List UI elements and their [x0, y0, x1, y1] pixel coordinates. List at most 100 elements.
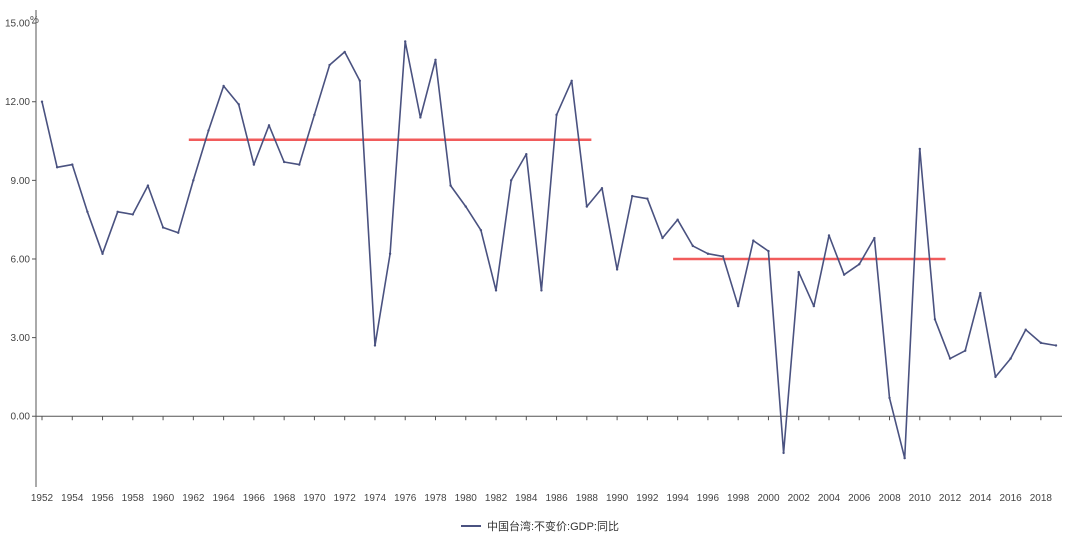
data-point[interactable] — [615, 268, 619, 271]
x-tick-label: 2018 — [1030, 493, 1053, 504]
legend-label: 中国台湾:不变价:GDP:同比 — [486, 521, 619, 533]
data-point[interactable] — [812, 304, 816, 308]
data-point[interactable] — [40, 100, 44, 103]
data-point[interactable] — [252, 163, 256, 166]
x-tick-label: 1996 — [697, 493, 720, 504]
data-point[interactable] — [676, 218, 679, 221]
data-point[interactable] — [71, 163, 74, 166]
data-point[interactable] — [328, 63, 331, 67]
x-tick-label: 2000 — [757, 493, 780, 504]
y-unit-label: % — [30, 15, 39, 26]
data-point[interactable] — [797, 270, 800, 274]
data-point[interactable] — [948, 357, 952, 360]
series-group — [40, 40, 1058, 460]
y-tick-label: 3.00 — [11, 333, 31, 344]
data-point[interactable] — [1024, 328, 1027, 331]
data-point[interactable] — [631, 194, 634, 198]
data-point[interactable] — [963, 349, 967, 352]
x-tick-label: 2008 — [878, 493, 901, 504]
data-point[interactable] — [358, 79, 362, 82]
data-point[interactable] — [661, 236, 664, 240]
data-point[interactable] — [343, 50, 346, 54]
data-point[interactable] — [479, 228, 483, 232]
data-point[interactable] — [782, 451, 785, 455]
data-point[interactable] — [858, 263, 861, 266]
data-point[interactable] — [434, 58, 437, 61]
data-point[interactable] — [131, 213, 135, 216]
data-point[interactable] — [1009, 357, 1012, 360]
data-point[interactable] — [222, 84, 225, 88]
series-line[interactable] — [41, 40, 1057, 460]
data-point[interactable] — [979, 291, 982, 295]
data-point[interactable] — [691, 244, 694, 248]
data-point[interactable] — [888, 396, 891, 400]
data-point[interactable] — [494, 289, 498, 292]
data-point[interactable] — [267, 124, 271, 127]
data-point[interactable] — [207, 129, 210, 132]
data-point[interactable] — [525, 152, 528, 156]
data-point[interactable] — [646, 197, 649, 200]
data-point[interactable] — [373, 344, 377, 347]
data-point[interactable] — [116, 210, 119, 214]
data-point[interactable] — [555, 113, 558, 117]
data-point[interactable] — [313, 113, 316, 117]
annotation-lines — [188, 138, 946, 261]
data-point[interactable] — [752, 239, 755, 242]
data-point[interactable] — [994, 375, 997, 379]
y-tick-label: 9.00 — [11, 176, 31, 187]
data-point[interactable] — [933, 318, 937, 321]
data-point[interactable] — [918, 147, 921, 151]
data-point[interactable] — [161, 226, 165, 229]
x-tick-label: 1976 — [394, 493, 417, 504]
data-point[interactable] — [1039, 341, 1043, 345]
y-tick-label: 0.00 — [11, 412, 31, 423]
data-point[interactable] — [86, 210, 89, 214]
data-point[interactable] — [55, 166, 59, 169]
data-point[interactable] — [404, 40, 407, 43]
data-point[interactable] — [282, 160, 286, 164]
x-tick-label: 1962 — [182, 493, 205, 504]
x-tick-label: 1982 — [485, 493, 508, 504]
x-tick-label: 2010 — [909, 493, 932, 504]
data-point[interactable] — [192, 179, 195, 182]
data-point[interactable] — [449, 184, 452, 187]
data-point[interactable] — [464, 205, 467, 208]
data-point[interactable] — [706, 252, 710, 255]
data-point[interactable] — [177, 231, 180, 234]
data-point[interactable] — [767, 249, 770, 253]
data-point[interactable] — [736, 304, 740, 308]
x-tick-label: 1992 — [636, 493, 659, 504]
data-point[interactable] — [101, 252, 104, 255]
x-tick-label: 1954 — [61, 493, 84, 504]
data-point[interactable] — [540, 289, 543, 292]
y-tick-label: 6.00 — [11, 254, 31, 265]
x-tick-label: 1978 — [424, 493, 447, 504]
data-point[interactable] — [585, 205, 589, 208]
data-point[interactable] — [842, 273, 846, 276]
data-point[interactable] — [419, 116, 422, 119]
data-point[interactable] — [600, 187, 604, 190]
x-tick-label: 1990 — [606, 493, 629, 504]
x-tick-label: 1998 — [727, 493, 750, 504]
x-tick-label: 2014 — [969, 493, 992, 504]
x-tick-label: 1974 — [364, 493, 387, 504]
x-axis: 1952 1954 1956 1958 1960 1962 1964 1966 1968 1970… — [31, 415, 1062, 504]
data-point[interactable] — [827, 234, 831, 237]
data-point[interactable] — [721, 255, 725, 258]
data-point[interactable] — [146, 184, 150, 187]
data-point[interactable] — [237, 103, 240, 106]
y-tick-label: 12.00 — [5, 97, 30, 108]
data-point[interactable] — [903, 456, 906, 460]
x-tick-label: 1966 — [243, 493, 266, 504]
data-point[interactable] — [1054, 344, 1058, 347]
data-point[interactable] — [570, 79, 573, 82]
x-tick-label: 1968 — [273, 493, 296, 504]
legend[interactable]: 中国台湾:不变价:GDP:同比 — [0, 518, 1080, 534]
data-point[interactable] — [509, 179, 513, 182]
data-point[interactable] — [388, 252, 392, 255]
legend-swatch — [460, 525, 481, 527]
x-tick-label: 1958 — [122, 493, 145, 504]
data-point[interactable] — [873, 236, 876, 240]
data-point[interactable] — [298, 163, 301, 166]
